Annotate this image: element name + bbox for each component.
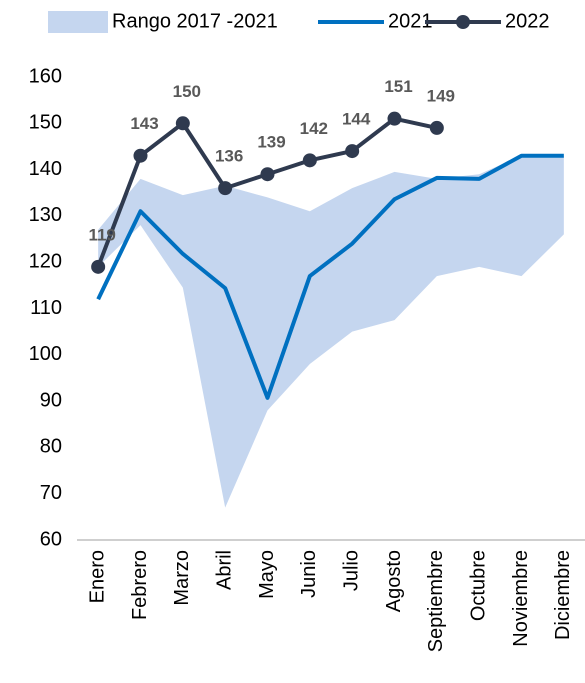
- line: [96, 153, 564, 400]
- y-tick-label: 140: [29, 158, 62, 180]
- legend-label: 2022: [505, 10, 550, 32]
- x-tick-label: Diciembre: [552, 550, 574, 640]
- marker: [302, 153, 317, 168]
- y-tick-label: 80: [40, 436, 62, 458]
- x-tick-label: Abril: [213, 550, 235, 590]
- marker: [91, 259, 106, 274]
- data-label: 143: [130, 114, 158, 133]
- legend-swatch: [48, 11, 108, 33]
- data-label: 136: [215, 147, 243, 166]
- y-tick-label: 150: [29, 112, 62, 134]
- x-tick-label: Octubre: [467, 550, 489, 621]
- data-label: 142: [300, 119, 328, 138]
- y-tick-label: 90: [40, 389, 62, 411]
- y-tick-label: 70: [40, 482, 62, 504]
- data-label: 119: [88, 225, 115, 244]
- x-tick-label: Septiembre: [425, 550, 447, 652]
- data-label: 149: [427, 86, 455, 105]
- x-tick-label: Mayo: [256, 550, 278, 599]
- y-tick-label: 110: [30, 297, 62, 319]
- y-tick-label: 120: [29, 250, 62, 272]
- range-area: [98, 155, 564, 508]
- marker: [218, 181, 233, 196]
- legend-label: Rango 2017 -2021: [112, 10, 278, 32]
- x-tick-label: Junio: [298, 550, 320, 598]
- marker: [387, 111, 402, 126]
- x-tick-label: Febrero: [129, 550, 151, 620]
- x-tick-label: Noviembre: [510, 550, 532, 647]
- y-tick-label: 130: [29, 204, 62, 226]
- x-tick-label: Agosto: [383, 550, 405, 612]
- legend-label: 2021: [388, 10, 433, 32]
- x-tick-label: Marzo: [171, 550, 193, 606]
- y-tick-label: 60: [40, 528, 62, 550]
- data-label: 150: [173, 82, 201, 101]
- marker: [429, 120, 444, 135]
- marker: [260, 167, 275, 182]
- data-label: 144: [342, 110, 371, 129]
- legend-marker: [456, 15, 470, 29]
- marker: [175, 116, 190, 131]
- y-tick-label: 100: [29, 343, 62, 365]
- x-tick-label: Julio: [340, 550, 362, 591]
- data-label: 139: [257, 133, 285, 152]
- marker: [345, 144, 360, 159]
- x-tick-label: Enero: [86, 550, 108, 603]
- y-tick-label: 160: [29, 65, 62, 87]
- marker: [133, 148, 148, 163]
- data-label: 151: [384, 77, 412, 96]
